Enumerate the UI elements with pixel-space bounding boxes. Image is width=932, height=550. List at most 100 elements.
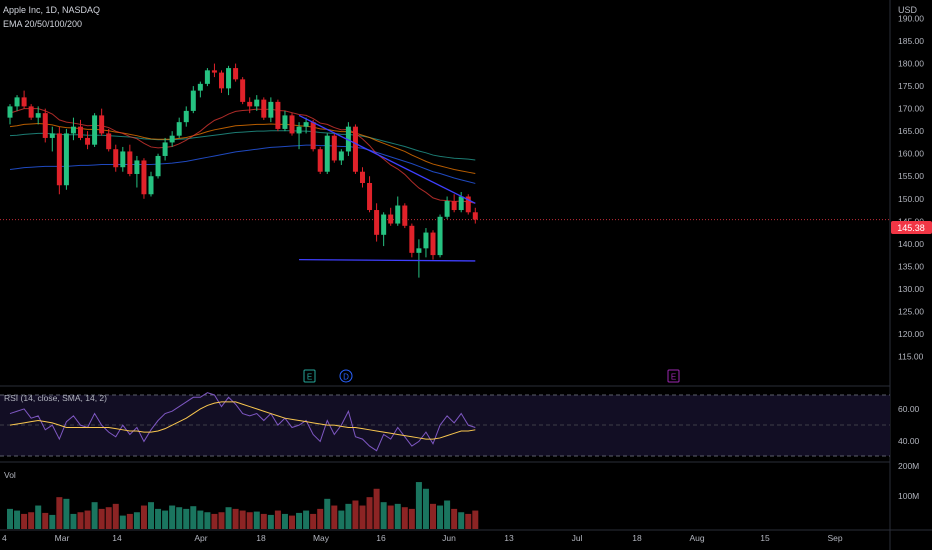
ema50-line xyxy=(9,123,476,175)
candle-body xyxy=(134,160,140,174)
volume-bar xyxy=(218,512,225,529)
last-price-badge xyxy=(891,221,932,234)
volume-bar xyxy=(401,507,408,529)
volume-bar xyxy=(303,510,310,529)
candle-body xyxy=(226,68,232,89)
candle-body xyxy=(183,110,189,123)
volume-bar xyxy=(444,500,451,529)
price-tick-label: 135.00 xyxy=(898,261,924,271)
candle-body xyxy=(233,68,239,80)
volume-bar xyxy=(211,513,218,529)
candle-body xyxy=(352,126,358,172)
price-tick-label: 190.00 xyxy=(898,14,924,24)
candle-body xyxy=(204,70,210,84)
candle-body xyxy=(296,126,302,134)
earnings-marker-2[interactable]: E xyxy=(667,369,680,383)
volume-bar xyxy=(331,505,338,529)
volume-bar xyxy=(176,507,183,529)
candle-body xyxy=(388,214,394,224)
trendline-upper xyxy=(298,114,476,204)
candle-body xyxy=(176,122,182,136)
volume-tick-200m: 200M xyxy=(898,461,919,471)
volume-bar xyxy=(253,511,260,529)
price-tick-label: 165.00 xyxy=(898,126,924,136)
volume-bar xyxy=(84,510,91,529)
volume-bar xyxy=(21,513,28,529)
candle-body xyxy=(360,171,365,183)
volume-bar xyxy=(204,512,211,529)
volume-bar xyxy=(7,508,13,529)
volume-bar xyxy=(63,498,70,529)
candle-body xyxy=(35,113,41,118)
volume-bar xyxy=(70,513,77,529)
time-label-jul: Jul xyxy=(572,533,583,543)
volume-bars xyxy=(7,482,479,529)
candle-body xyxy=(141,160,147,195)
volume-bar xyxy=(380,502,387,529)
candle-body xyxy=(381,214,387,235)
candle-body xyxy=(324,135,330,172)
candle-body xyxy=(127,151,133,174)
candle-body xyxy=(374,210,380,235)
dividend-marker[interactable]: D xyxy=(339,369,353,383)
currency-label: USD xyxy=(898,5,918,15)
candle-body xyxy=(240,79,246,102)
volume-bar xyxy=(133,512,140,529)
indicator-title[interactable]: EMA 20/50/100/200 xyxy=(3,19,82,29)
volume-bar xyxy=(155,508,162,529)
volume-tick-100m: 100M xyxy=(898,491,919,501)
candle-body xyxy=(106,133,112,150)
candle-body xyxy=(28,106,34,118)
price-tick-label: 155.00 xyxy=(898,171,924,181)
candle-body xyxy=(458,196,464,211)
candle-body xyxy=(275,101,281,129)
volume-bar xyxy=(162,510,169,529)
volume-bar xyxy=(49,514,56,529)
candle-body xyxy=(42,113,48,138)
volume-bar xyxy=(42,512,49,529)
rsi-tick-40: 40.00 xyxy=(898,436,920,446)
candle-body xyxy=(282,115,288,129)
volume-bar xyxy=(373,488,380,529)
candle-body xyxy=(247,101,253,107)
volume-bar xyxy=(77,512,84,529)
earnings-marker-1[interactable]: E xyxy=(303,369,316,383)
volume-label[interactable]: Vol xyxy=(4,470,16,480)
rsi-tick-60: 60.00 xyxy=(898,404,920,414)
rsi-label[interactable]: RSI (14, close, SMA, 14, 2) xyxy=(4,393,107,403)
price-tick-label: 160.00 xyxy=(898,149,924,159)
last-price-label: 145.38 xyxy=(897,223,925,233)
volume-bar xyxy=(422,488,429,529)
time-label-may: May xyxy=(313,533,330,543)
volume-bar xyxy=(296,512,303,529)
volume-bar xyxy=(112,503,119,529)
volume-bar xyxy=(91,502,98,529)
volume-bar xyxy=(239,510,246,529)
volume-bar xyxy=(14,510,21,529)
volume-bar xyxy=(148,502,154,529)
rsi-ma-line xyxy=(9,401,476,440)
candle-body xyxy=(169,135,175,143)
candle-body xyxy=(120,151,126,168)
volume-bar xyxy=(387,505,394,529)
trendlines[interactable] xyxy=(298,114,476,262)
volume-bar xyxy=(28,512,35,529)
candle-body xyxy=(472,212,478,220)
candle-body xyxy=(444,201,450,217)
volume-bar xyxy=(317,508,324,529)
candle-body xyxy=(331,135,337,161)
symbol-title[interactable]: Apple Inc, 1D, NASDAQ xyxy=(3,5,100,15)
candle-body xyxy=(148,176,154,195)
volume-bar xyxy=(56,497,63,529)
time-label-16: 16 xyxy=(376,533,386,543)
time-label-18: 18 xyxy=(256,533,266,543)
candle-body xyxy=(289,115,295,134)
candles[interactable] xyxy=(7,63,478,278)
price-tick-label: 175.00 xyxy=(898,81,924,91)
candle-body xyxy=(162,142,168,156)
candle-body xyxy=(190,90,196,111)
candle-body xyxy=(402,205,408,226)
ema-lines xyxy=(9,108,476,204)
volume-bar xyxy=(260,513,267,529)
